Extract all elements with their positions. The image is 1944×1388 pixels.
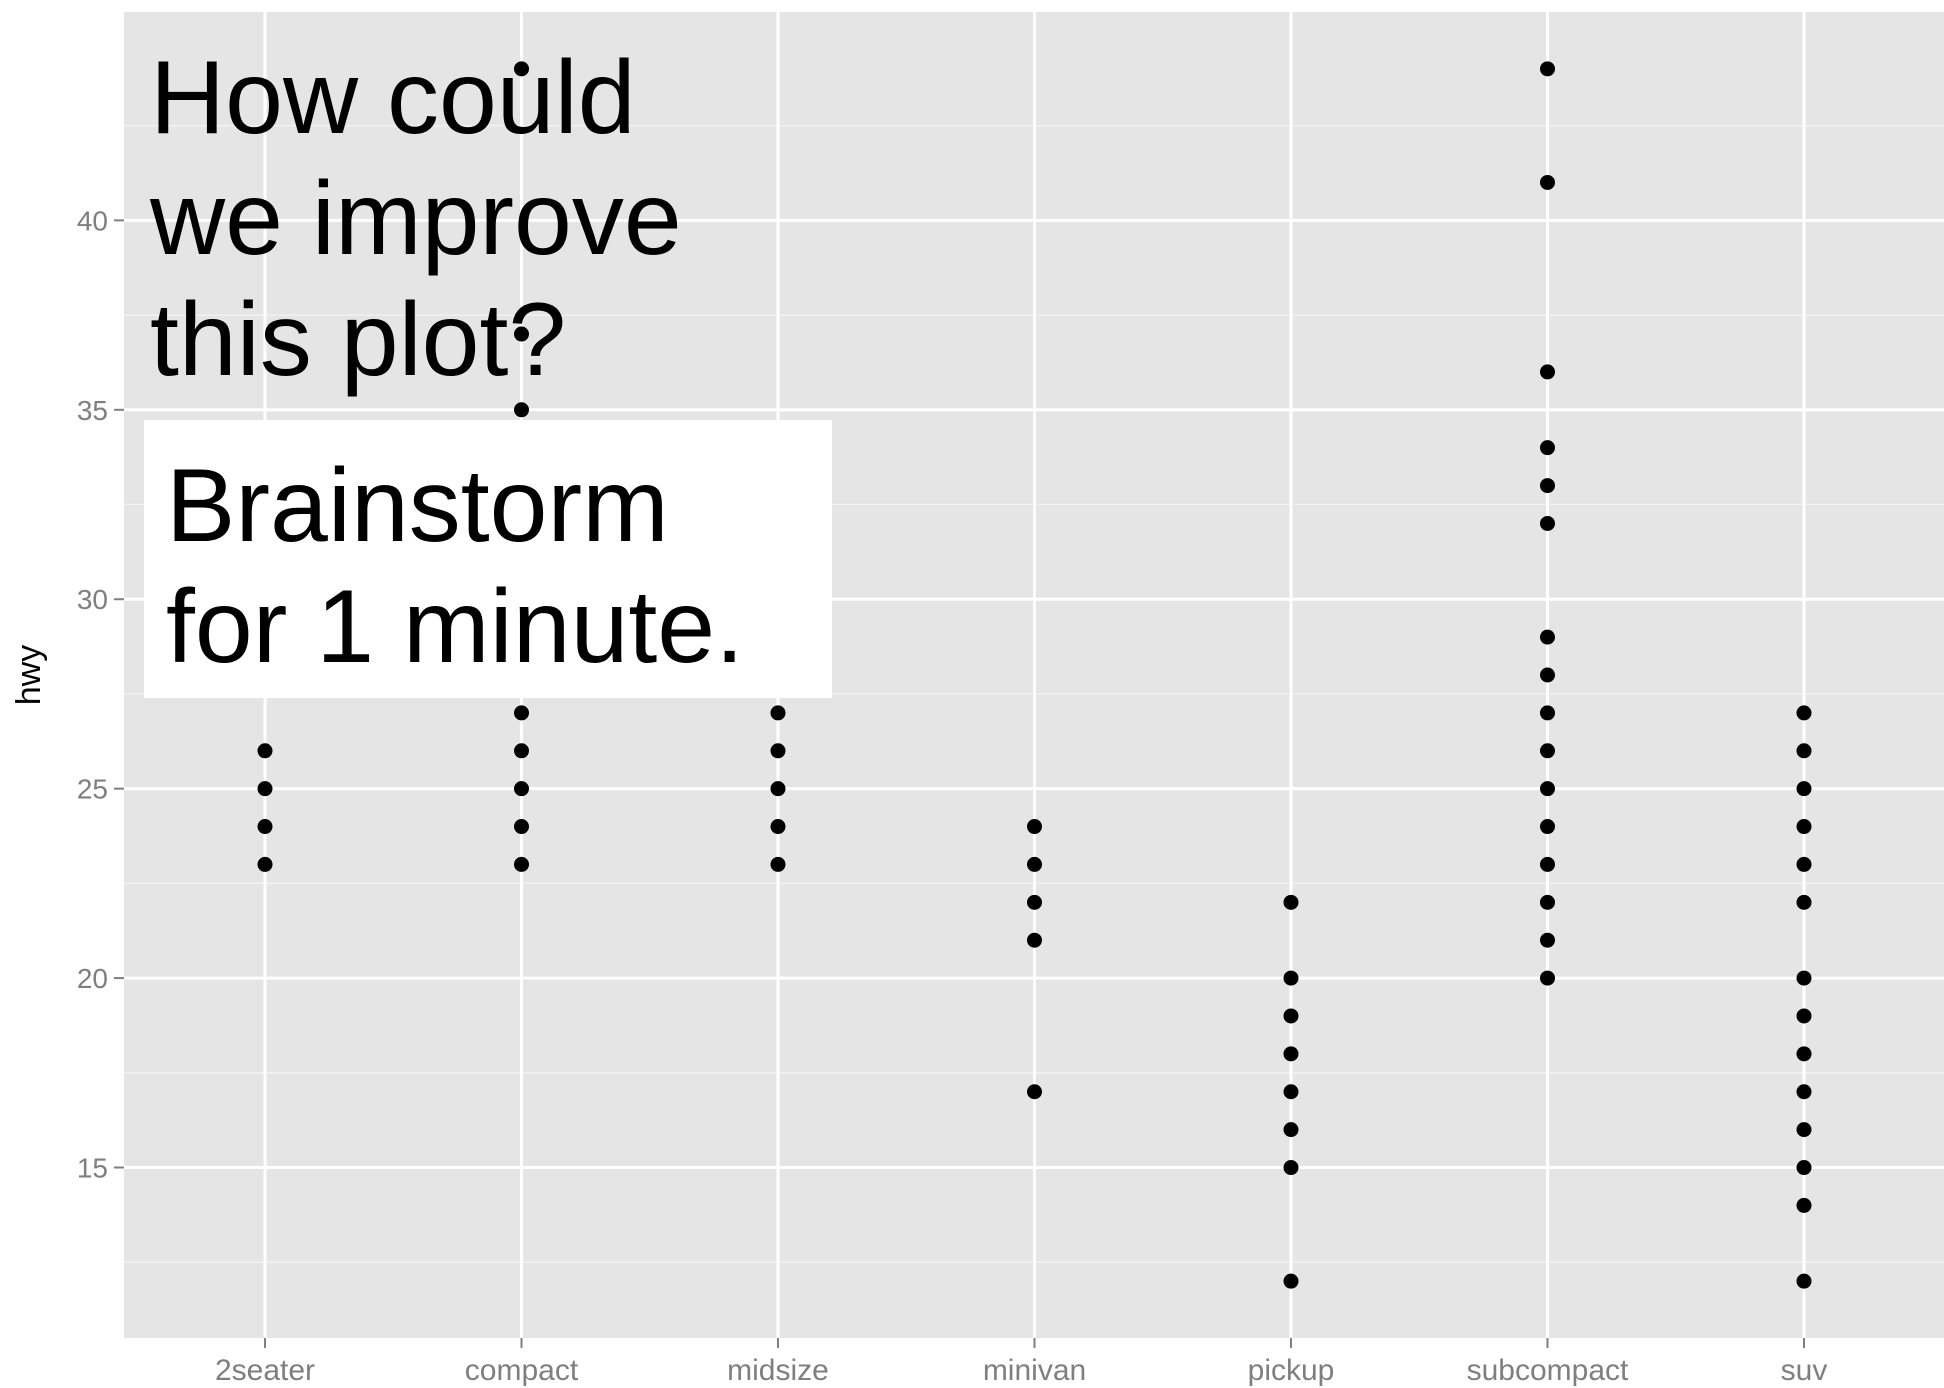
x-tick-label: 2seater [215,1354,315,1387]
data-point [1027,819,1042,835]
data-point [1540,781,1555,797]
data-point [1283,1122,1299,1138]
data-point [514,819,529,835]
data-point [1540,819,1555,835]
data-point [1027,894,1042,910]
x-tick-label: suv [1781,1354,1828,1387]
data-point [1027,1084,1042,1100]
data-point [1796,743,1812,759]
y-tick-label: 40 [77,205,108,236]
y-tick-label: 35 [77,395,108,426]
data-point [1283,1084,1299,1100]
data-point [1540,61,1555,77]
data-point [1796,894,1812,910]
data-point [1796,819,1812,835]
prompt-box [144,420,832,698]
data-point [1796,970,1812,986]
data-point [1283,1273,1299,1289]
data-point [514,402,529,418]
data-point [1796,1046,1812,1062]
data-point [1540,629,1555,645]
data-point [1540,515,1555,531]
data-point [514,326,529,342]
data-point [257,781,273,797]
data-point [770,781,786,797]
data-point [257,819,273,835]
data-point [1540,970,1555,986]
y-tick-label: 20 [77,963,108,994]
data-point [1540,364,1555,380]
data-point [1283,894,1299,910]
data-point [1283,970,1299,986]
data-point [1027,856,1042,872]
data-point [1796,1160,1812,1176]
data-point [257,743,273,759]
data-point [1540,174,1555,190]
data-point [1540,705,1555,721]
data-point [1540,743,1555,759]
data-point [1283,1008,1299,1024]
x-tick-label: midsize [727,1354,829,1387]
data-point [770,856,786,872]
data-point [1796,1197,1812,1213]
prompt-text: Brainstorm for 1 minute. [166,448,745,685]
data-point [1796,1122,1812,1138]
data-point [1796,781,1812,797]
data-point [257,856,273,872]
data-point [770,743,786,759]
data-point [1796,1273,1812,1289]
data-point [1540,440,1555,456]
data-point [1796,705,1812,721]
data-point [1027,932,1042,948]
data-point [770,705,786,721]
y-tick-label: 30 [77,584,108,615]
data-point [514,61,529,77]
data-point [1540,667,1555,683]
data-point [1283,1160,1299,1176]
data-point [1796,856,1812,872]
headline-text: How could we improve this plot? [150,40,682,398]
data-point [1540,932,1555,948]
data-point [770,819,786,835]
x-tick-label: pickup [1248,1354,1335,1387]
data-point [514,781,529,797]
data-point [1796,1008,1812,1024]
y-tick-label: 25 [77,774,108,805]
x-tick-label: minivan [983,1354,1086,1387]
x-tick-label: compact [465,1354,579,1387]
y-axis-label: hwy [10,645,48,705]
data-point [1283,1046,1299,1062]
x-tick-label: subcompact [1467,1354,1629,1387]
data-point [1540,856,1555,872]
data-point [1540,478,1555,494]
data-point [514,856,529,872]
data-point [514,743,529,759]
data-point [1540,894,1555,910]
data-point [1796,1084,1812,1100]
data-point [514,705,529,721]
y-tick-label: 15 [77,1153,108,1184]
